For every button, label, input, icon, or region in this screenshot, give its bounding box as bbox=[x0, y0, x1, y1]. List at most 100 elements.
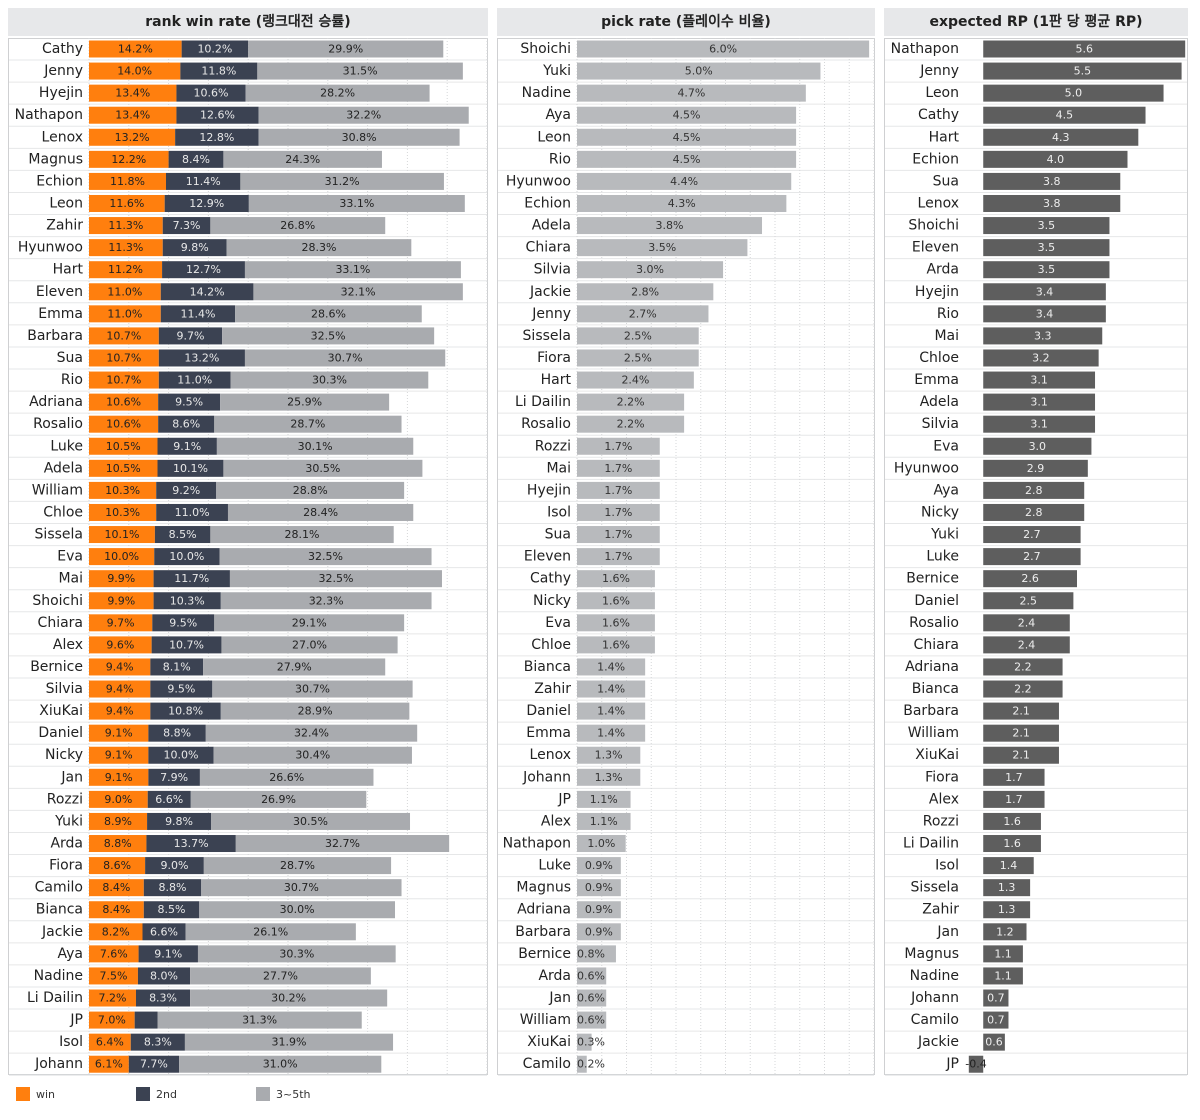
rp-category-label: Nathapon bbox=[891, 41, 959, 57]
winrate-bar-2nd bbox=[158, 393, 221, 411]
pickrate-bar bbox=[577, 1011, 607, 1029]
winrate-bar-3-5th bbox=[226, 239, 412, 257]
pickrate-bar bbox=[577, 1033, 592, 1051]
pickrate-category-label: Hyejin bbox=[527, 482, 571, 498]
winrate-label-3-5th: 28.7% bbox=[280, 859, 315, 872]
pickrate-bar bbox=[577, 393, 685, 411]
pickrate-value-label: 0.6% bbox=[577, 969, 605, 982]
pickrate-category-label: Barbara bbox=[515, 924, 571, 940]
winrate-bar-win bbox=[89, 217, 163, 235]
winrate-bar-win bbox=[89, 305, 161, 323]
rp-bar bbox=[983, 790, 1045, 808]
pickrate-bar bbox=[577, 945, 616, 963]
winrate-label-3-5th: 28.4% bbox=[303, 506, 338, 519]
winrate-label-2nd: 10.8% bbox=[168, 705, 203, 718]
winrate-category-label: Hyunwoo bbox=[18, 240, 83, 256]
winrate-category-label: Chiara bbox=[38, 615, 83, 631]
winrate-label-win: 9.1% bbox=[105, 727, 133, 740]
pickrate-bar bbox=[577, 548, 660, 566]
winrate-bar-3-5th bbox=[213, 746, 412, 764]
winrate-label-3-5th: 32.5% bbox=[318, 572, 353, 585]
rp-value-label: 3.5 bbox=[1038, 219, 1056, 232]
winrate-bar-win bbox=[89, 503, 157, 521]
winrate-label-2nd: 13.7% bbox=[174, 837, 209, 850]
pickrate-category-label: JP bbox=[557, 791, 571, 807]
pickrate-category-label: Echion bbox=[524, 195, 571, 211]
winrate-bar-2nd bbox=[160, 305, 236, 323]
winrate-bar-2nd bbox=[162, 217, 211, 235]
winrate-label-win: 10.5% bbox=[106, 462, 141, 475]
pickrate-bar bbox=[577, 150, 797, 168]
winrate-label-3-5th: 31.2% bbox=[325, 175, 360, 188]
winrate-bar-2nd bbox=[147, 812, 212, 830]
rp-bar bbox=[983, 570, 1077, 588]
winrate-label-3-5th: 32.5% bbox=[311, 329, 346, 342]
winrate-category-label: Magnus bbox=[28, 151, 83, 167]
pickrate-category-label: Eva bbox=[545, 615, 571, 631]
pickrate-bar bbox=[577, 702, 646, 720]
rp-category-label: Lenox bbox=[918, 195, 959, 211]
rp-category-label: Nadine bbox=[910, 968, 959, 984]
winrate-label-3-5th: 28.3% bbox=[302, 241, 337, 254]
rp-value-label: 3.2 bbox=[1032, 351, 1050, 364]
winrate-bar-2nd bbox=[180, 62, 258, 80]
rp-category-label: Hyejin bbox=[915, 284, 959, 300]
winrate-bar-win bbox=[89, 1033, 131, 1051]
pickrate-value-label: 3.0% bbox=[636, 263, 664, 276]
winrate-label-win: 9.4% bbox=[106, 660, 134, 673]
pickrate-category-label: Nicky bbox=[533, 593, 571, 609]
pickrate-value-label: 1.4% bbox=[597, 705, 625, 718]
rp-value-label: 2.6 bbox=[1021, 572, 1039, 585]
pickrate-value-label: 2.7% bbox=[629, 307, 657, 320]
winrate-bar-2nd bbox=[158, 371, 231, 389]
winrate-label-win: 10.0% bbox=[104, 550, 139, 563]
rp-category-label: Bianca bbox=[912, 681, 959, 697]
pickrate-category-label: Alex bbox=[541, 813, 571, 829]
pickrate-category-label: Aya bbox=[546, 107, 572, 123]
rp-value-label: 4.5 bbox=[1056, 109, 1074, 122]
winrate-label-win: 9.7% bbox=[107, 616, 135, 629]
pickrate-category-label: Sua bbox=[545, 527, 571, 543]
rp-value-label: 3.4 bbox=[1036, 285, 1054, 298]
rp-category-label: Sissela bbox=[911, 880, 959, 896]
winrate-bar-2nd bbox=[154, 526, 211, 544]
winrate-label-win: 9.1% bbox=[105, 771, 133, 784]
pickrate-bar bbox=[577, 658, 646, 676]
winrate-label-3-5th: 26.9% bbox=[261, 793, 296, 806]
pickrate-value-label: 3.8% bbox=[656, 219, 684, 232]
pickrate-category-label: Shoichi bbox=[520, 41, 571, 57]
winrate-bar-3-5th bbox=[220, 702, 410, 720]
winrate-bar-win bbox=[89, 261, 163, 279]
rp-value-label: 2.4 bbox=[1018, 616, 1036, 629]
pickrate-bar bbox=[577, 128, 797, 146]
winrate-label-win: 14.0% bbox=[117, 65, 152, 78]
winrate-label-2nd: 9.0% bbox=[160, 859, 188, 872]
winrate-label-win: 8.9% bbox=[104, 815, 132, 828]
winrate-label-3-5th: 24.3% bbox=[285, 153, 320, 166]
pickrate-bar bbox=[577, 812, 631, 830]
pickrate-value-label: 5.0% bbox=[685, 65, 713, 78]
rp-value-label: 5.5 bbox=[1074, 65, 1092, 78]
rp-bar bbox=[983, 371, 1096, 389]
rp-bar bbox=[983, 128, 1139, 146]
rp-category-label: Jackie bbox=[917, 1034, 959, 1050]
rp-value-label: 3.8 bbox=[1043, 175, 1061, 188]
winrate-label-3-5th: 27.7% bbox=[263, 969, 298, 982]
winrate-bar-2nd bbox=[158, 327, 223, 345]
winrate-bar-2nd bbox=[147, 790, 191, 808]
rp-category-label: Mai bbox=[934, 328, 959, 344]
winrate-bar-3-5th bbox=[229, 570, 442, 588]
winrate-bar-win bbox=[89, 835, 147, 853]
winrate-bar-win bbox=[89, 1055, 129, 1073]
winrate-bar-win bbox=[89, 349, 159, 367]
rp-value-label: 3.5 bbox=[1038, 241, 1056, 254]
rp-category-label: Leon bbox=[925, 85, 959, 101]
winrate-category-label: Luke bbox=[50, 438, 83, 454]
winrate-bar-win bbox=[89, 967, 138, 985]
pickrate-bar bbox=[577, 526, 660, 544]
pickrate-bar bbox=[577, 106, 797, 124]
rp-value-label: 2.1 bbox=[1012, 749, 1030, 762]
rp-category-label: Sua bbox=[933, 173, 959, 189]
winrate-label-2nd: 7.7% bbox=[140, 1058, 168, 1071]
pickrate-bar bbox=[577, 724, 646, 742]
